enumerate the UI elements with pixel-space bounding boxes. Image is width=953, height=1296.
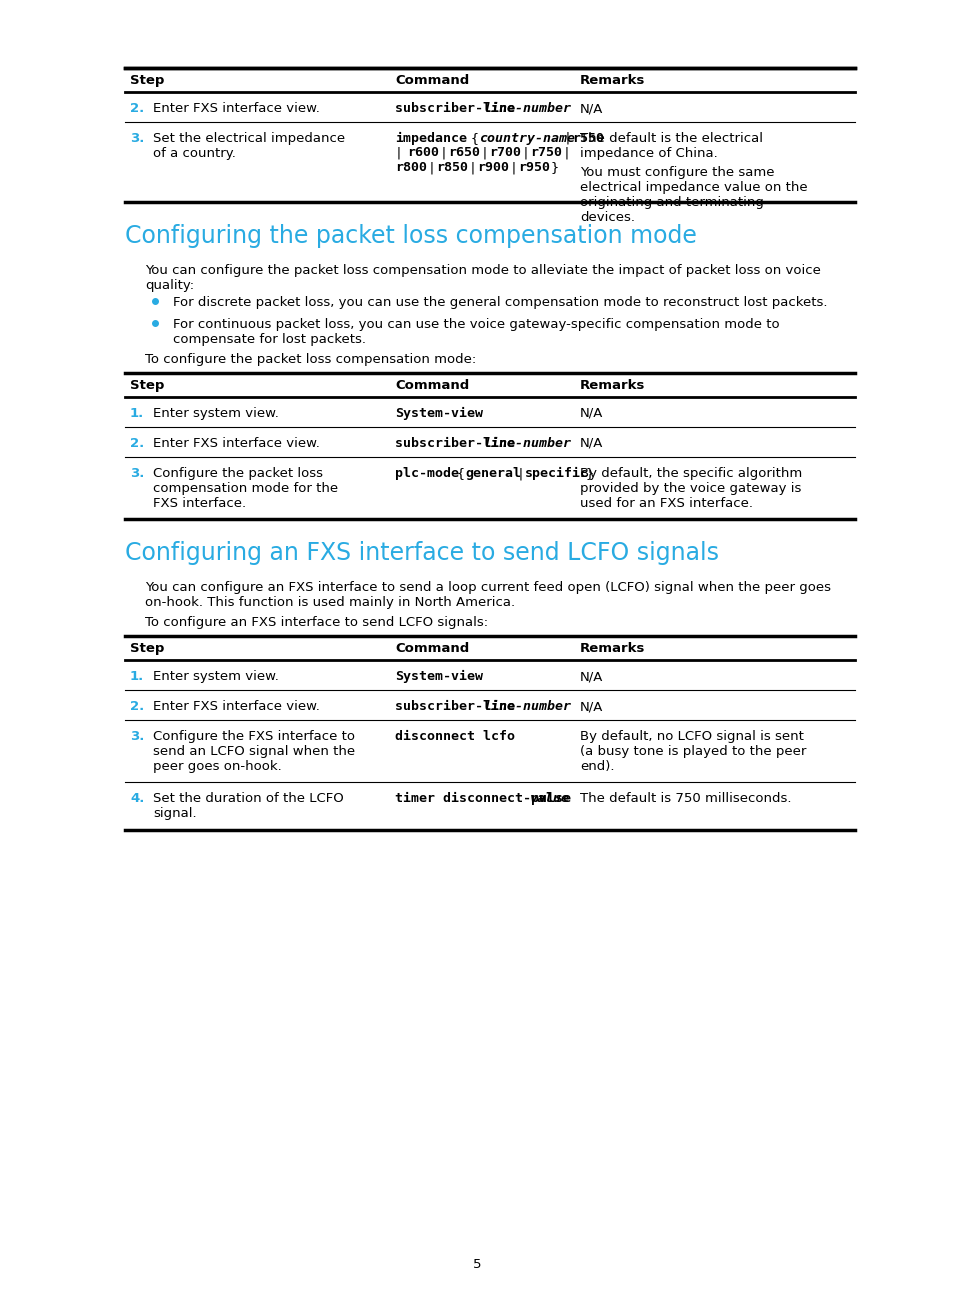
Text: Remarks: Remarks xyxy=(579,378,644,391)
Text: 1.: 1. xyxy=(130,407,144,420)
Text: |: | xyxy=(514,146,537,159)
Text: |: | xyxy=(460,161,484,174)
Text: For discrete packet loss, you can use the general compensation mode to reconstru: For discrete packet loss, you can use th… xyxy=(172,295,826,308)
Text: Command: Command xyxy=(395,74,469,87)
Text: subscriber-line: subscriber-line xyxy=(395,102,522,115)
Text: |: | xyxy=(556,132,579,145)
Text: By default, no LCFO signal is sent
(a busy tone is played to the peer
end).: By default, no LCFO signal is sent (a bu… xyxy=(579,730,805,772)
Text: |: | xyxy=(432,146,456,159)
Text: line-number: line-number xyxy=(482,700,571,713)
Text: Step: Step xyxy=(130,74,164,87)
Text: Set the electrical impedance
of a country.: Set the electrical impedance of a countr… xyxy=(152,132,345,159)
Text: To configure the packet loss compensation mode:: To configure the packet loss compensatio… xyxy=(145,353,476,365)
Text: |: | xyxy=(555,146,571,159)
Text: r850: r850 xyxy=(436,161,468,174)
Text: value: value xyxy=(530,792,569,805)
Text: Configuring an FXS interface to send LCFO signals: Configuring an FXS interface to send LCF… xyxy=(125,540,719,565)
Text: |: | xyxy=(473,146,497,159)
Text: You can configure an FXS interface to send a loop current feed open (LCFO) signa: You can configure an FXS interface to se… xyxy=(145,581,830,609)
Text: |: | xyxy=(501,161,525,174)
Text: Enter system view.: Enter system view. xyxy=(152,670,278,683)
Text: The default is the electrical
impedance of China.: The default is the electrical impedance … xyxy=(579,132,762,159)
Text: The default is 750 milliseconds.: The default is 750 milliseconds. xyxy=(579,792,791,805)
Text: Set the duration of the LCFO
signal.: Set the duration of the LCFO signal. xyxy=(152,792,343,820)
Text: |: | xyxy=(395,146,411,159)
Text: Remarks: Remarks xyxy=(579,642,644,654)
Text: Configuring the packet loss compensation mode: Configuring the packet loss compensation… xyxy=(125,224,696,248)
Text: {: { xyxy=(449,467,473,480)
Text: System-view: System-view xyxy=(395,407,482,420)
Text: timer disconnect-pulse: timer disconnect-pulse xyxy=(395,792,578,805)
Text: country-name: country-name xyxy=(478,132,575,145)
Text: Configure the packet loss
compensation mode for the
FXS interface.: Configure the packet loss compensation m… xyxy=(152,467,337,511)
Text: specific: specific xyxy=(524,467,588,480)
Text: Configure the FXS interface to
send an LCFO signal when the
peer goes on-hook.: Configure the FXS interface to send an L… xyxy=(152,730,355,772)
Text: You can configure the packet loss compensation mode to alleviate the impact of p: You can configure the packet loss compen… xyxy=(145,264,820,292)
Text: System-view: System-view xyxy=(395,670,482,683)
Text: 5: 5 xyxy=(473,1258,480,1271)
Text: 1.: 1. xyxy=(130,670,144,683)
Text: Enter FXS interface view.: Enter FXS interface view. xyxy=(152,437,319,450)
Text: r700: r700 xyxy=(489,146,520,159)
Text: line-number: line-number xyxy=(482,102,571,115)
Text: plc-mode: plc-mode xyxy=(395,467,458,480)
Text: |: | xyxy=(509,467,533,480)
Text: N/A: N/A xyxy=(579,670,602,683)
Text: Command: Command xyxy=(395,642,469,654)
Text: |: | xyxy=(419,161,443,174)
Text: r650: r650 xyxy=(448,146,479,159)
Text: By default, the specific algorithm
provided by the voice gateway is
used for an : By default, the specific algorithm provi… xyxy=(579,467,801,511)
Text: N/A: N/A xyxy=(579,102,602,115)
Text: 3.: 3. xyxy=(130,730,144,743)
Text: r750: r750 xyxy=(530,146,561,159)
Text: Command: Command xyxy=(395,378,469,391)
Text: }: } xyxy=(578,467,594,480)
Text: Step: Step xyxy=(130,642,164,654)
Text: line-number: line-number xyxy=(482,437,571,450)
Text: N/A: N/A xyxy=(579,700,602,713)
Text: Enter FXS interface view.: Enter FXS interface view. xyxy=(152,700,319,713)
Text: subscriber-line: subscriber-line xyxy=(395,700,522,713)
Text: }: } xyxy=(542,161,558,174)
Text: You must configure the same
electrical impedance value on the
originating and te: You must configure the same electrical i… xyxy=(579,166,807,224)
Text: disconnect lcfo: disconnect lcfo xyxy=(395,730,515,743)
Text: r600: r600 xyxy=(407,146,438,159)
Text: 2.: 2. xyxy=(130,102,144,115)
Text: 3.: 3. xyxy=(130,132,144,145)
Text: 3.: 3. xyxy=(130,467,144,480)
Text: r900: r900 xyxy=(476,161,509,174)
Text: N/A: N/A xyxy=(579,437,602,450)
Text: For continuous packet loss, you can use the voice gateway-specific compensation : For continuous packet loss, you can use … xyxy=(172,318,779,346)
Text: Remarks: Remarks xyxy=(579,74,644,87)
Text: {: { xyxy=(462,132,486,145)
Text: 4.: 4. xyxy=(130,792,144,805)
Text: Enter system view.: Enter system view. xyxy=(152,407,278,420)
Text: 2.: 2. xyxy=(130,700,144,713)
Text: subscriber-line: subscriber-line xyxy=(395,437,522,450)
Text: N/A: N/A xyxy=(579,407,602,420)
Text: general: general xyxy=(464,467,520,480)
Text: impedance: impedance xyxy=(395,132,467,145)
Text: r550: r550 xyxy=(572,132,603,145)
Text: To configure an FXS interface to send LCFO signals:: To configure an FXS interface to send LC… xyxy=(145,616,488,629)
Text: 2.: 2. xyxy=(130,437,144,450)
Text: r800: r800 xyxy=(395,161,427,174)
Text: r950: r950 xyxy=(517,161,550,174)
Text: Step: Step xyxy=(130,378,164,391)
Text: Enter FXS interface view.: Enter FXS interface view. xyxy=(152,102,319,115)
